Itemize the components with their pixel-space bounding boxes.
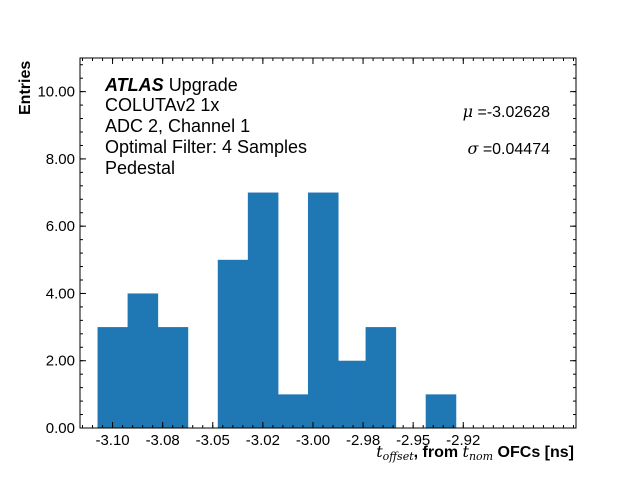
annotation-block: ATLAS Upgrade COLUTAv2 1x ADC 2, Channel… <box>104 75 307 178</box>
histogram-bar <box>127 293 159 428</box>
y-tick-label: 4.00 <box>46 285 75 302</box>
histogram-bar <box>277 394 309 428</box>
histogram-bar <box>247 192 279 428</box>
x-axis-label: toffset, from tnom OFCs [ns] <box>376 442 574 463</box>
annotation-line: Pedestal <box>105 158 175 178</box>
sigma-label: σ =0.04474 <box>467 139 550 158</box>
x-tick-label: -3.00 <box>296 432 330 449</box>
x-tick-label: -3.10 <box>95 432 129 449</box>
x-tick-label: -3.05 <box>196 432 230 449</box>
x-tick-label: -3.08 <box>146 432 180 449</box>
x-tick-label: -2.98 <box>346 432 380 449</box>
annotation-line: Optimal Filter: 4 Samples <box>105 137 307 157</box>
histogram-bar <box>217 259 249 428</box>
x-tick-label: -3.02 <box>246 432 280 449</box>
histogram-bar <box>157 327 189 428</box>
histogram-bar <box>307 192 339 428</box>
x-tick-label: -2.92 <box>446 432 480 449</box>
y-axis-label: Entries <box>17 61 34 115</box>
y-tick-label: 2.00 <box>46 353 75 370</box>
bars <box>97 192 457 428</box>
histogram-bar <box>365 327 397 428</box>
mean-label: μ =-3.02628 <box>463 102 550 121</box>
histogram-bar <box>338 360 367 428</box>
y-tick-label: 6.00 <box>46 218 75 235</box>
x-tick-label: -2.95 <box>396 432 430 449</box>
atlas-label: ATLAS Upgrade <box>104 75 238 95</box>
y-tick-label: 0.00 <box>46 420 75 437</box>
histogram-bar <box>97 327 129 428</box>
histogram-bar <box>425 394 457 428</box>
y-tick-label: 8.00 <box>46 151 75 168</box>
y-tick-label: 10.00 <box>37 84 75 101</box>
annotation-line: ADC 2, Channel 1 <box>105 116 250 136</box>
axis-ticks: -3.10 -3.08 -3.05 -3.02 -3.00 -2.98 -2.95 -2.92… <box>37 58 576 449</box>
plot-frame <box>79 57 577 429</box>
annotation-line: COLUTAv2 1x <box>105 95 219 115</box>
